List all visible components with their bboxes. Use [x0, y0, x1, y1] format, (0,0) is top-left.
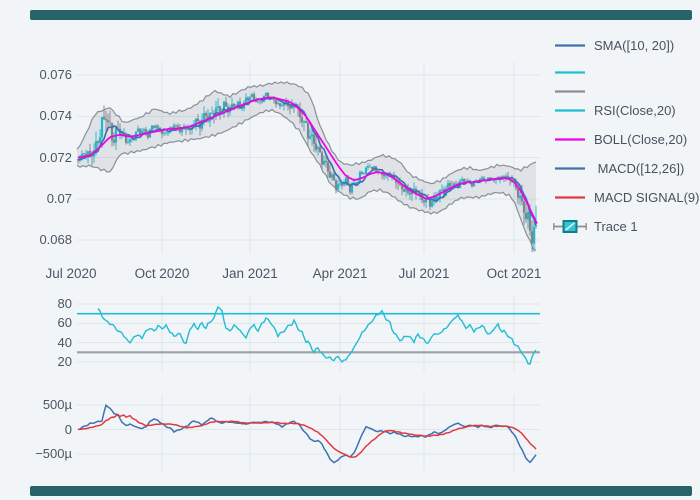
legend-item-sma[interactable]: SMA([10, 20])	[553, 35, 674, 55]
bollinger-lower-line	[76, 108, 537, 251]
legend-item-macd[interactable]: MACD([12,26])	[553, 159, 684, 179]
macd-signal-line	[78, 414, 537, 458]
line-swatch-icon	[555, 196, 585, 199]
line-swatch-icon	[555, 138, 585, 141]
legend-item-rsi[interactable]: RSI(Close,20)	[553, 101, 676, 121]
legend-label: BOLL(Close,20)	[594, 132, 688, 147]
legend-item-trace1[interactable]: Trace 1	[553, 217, 638, 237]
line-swatch-icon	[555, 109, 585, 112]
macd-line	[77, 403, 537, 464]
legend-label: Trace 1	[594, 219, 638, 234]
bollinger-upper-line	[76, 81, 537, 185]
legend-item-band-upper[interactable]	[553, 63, 594, 83]
candlestick-icon	[553, 220, 587, 233]
rsi-line	[97, 305, 537, 365]
legend-label: MACD([12,26])	[594, 161, 685, 176]
legend-label: MACD SIGNAL(9)	[594, 190, 700, 205]
bollinger-band-fill	[77, 81, 536, 251]
line-swatch-icon	[555, 167, 585, 170]
bottom-scrollbar[interactable]	[30, 486, 692, 496]
line-swatch-icon	[555, 43, 585, 47]
gridlines	[77, 62, 540, 471]
line-swatch-icon	[555, 71, 585, 74]
boll-line	[77, 96, 538, 224]
legend-item-band-lower[interactable]	[553, 82, 594, 102]
legend-label: SMA([10, 20])	[594, 37, 675, 53]
legend-label: RSI(Close,20)	[594, 103, 676, 118]
line-swatch-icon	[555, 90, 585, 93]
legend-item-boll[interactable]: BOLL(Close,20)	[553, 130, 687, 150]
legend-item-macd-signal[interactable]: MACD SIGNAL(9)	[553, 188, 699, 208]
top-scrollbar[interactable]	[30, 10, 692, 20]
